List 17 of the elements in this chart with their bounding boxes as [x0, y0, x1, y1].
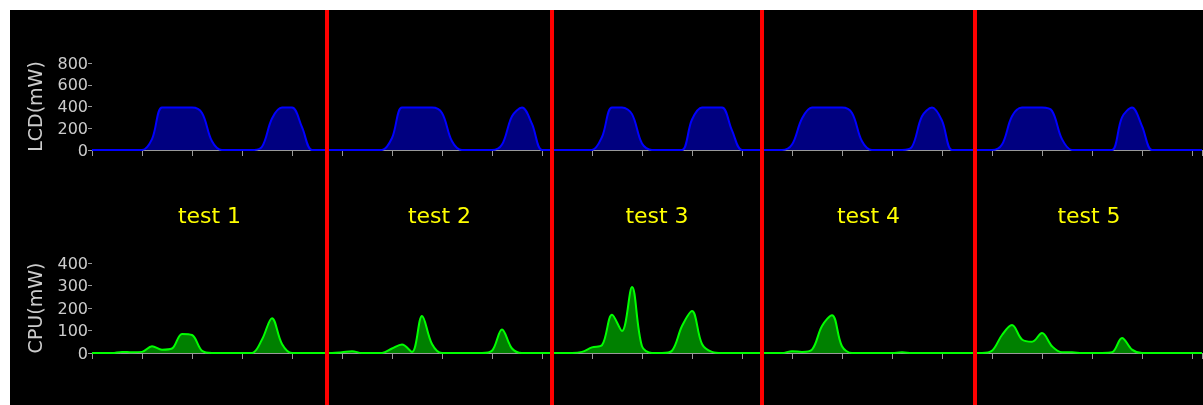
y-axis-title: LCD(mW)	[23, 61, 46, 152]
y-tick-label: 300	[57, 276, 88, 295]
y-tick-label: 200	[57, 118, 88, 138]
text: test 5	[1057, 202, 1121, 228]
y-tick-label: 0	[77, 343, 88, 363]
y-tick-label: 800	[57, 53, 88, 73]
y-tick-label: 400	[57, 253, 88, 273]
y-tick-label: 0	[77, 140, 88, 160]
y-tick-label: 100	[57, 321, 88, 340]
y-tick-label: 600	[57, 75, 88, 95]
text: test 3	[625, 202, 689, 228]
y-axis-title: CPU(mW)	[23, 262, 46, 354]
text: test 4	[836, 202, 901, 228]
y-tick-label: 400	[57, 97, 88, 116]
text: test 1	[177, 202, 242, 228]
y-tick-label: 200	[57, 298, 88, 318]
text: test 2	[407, 202, 472, 228]
